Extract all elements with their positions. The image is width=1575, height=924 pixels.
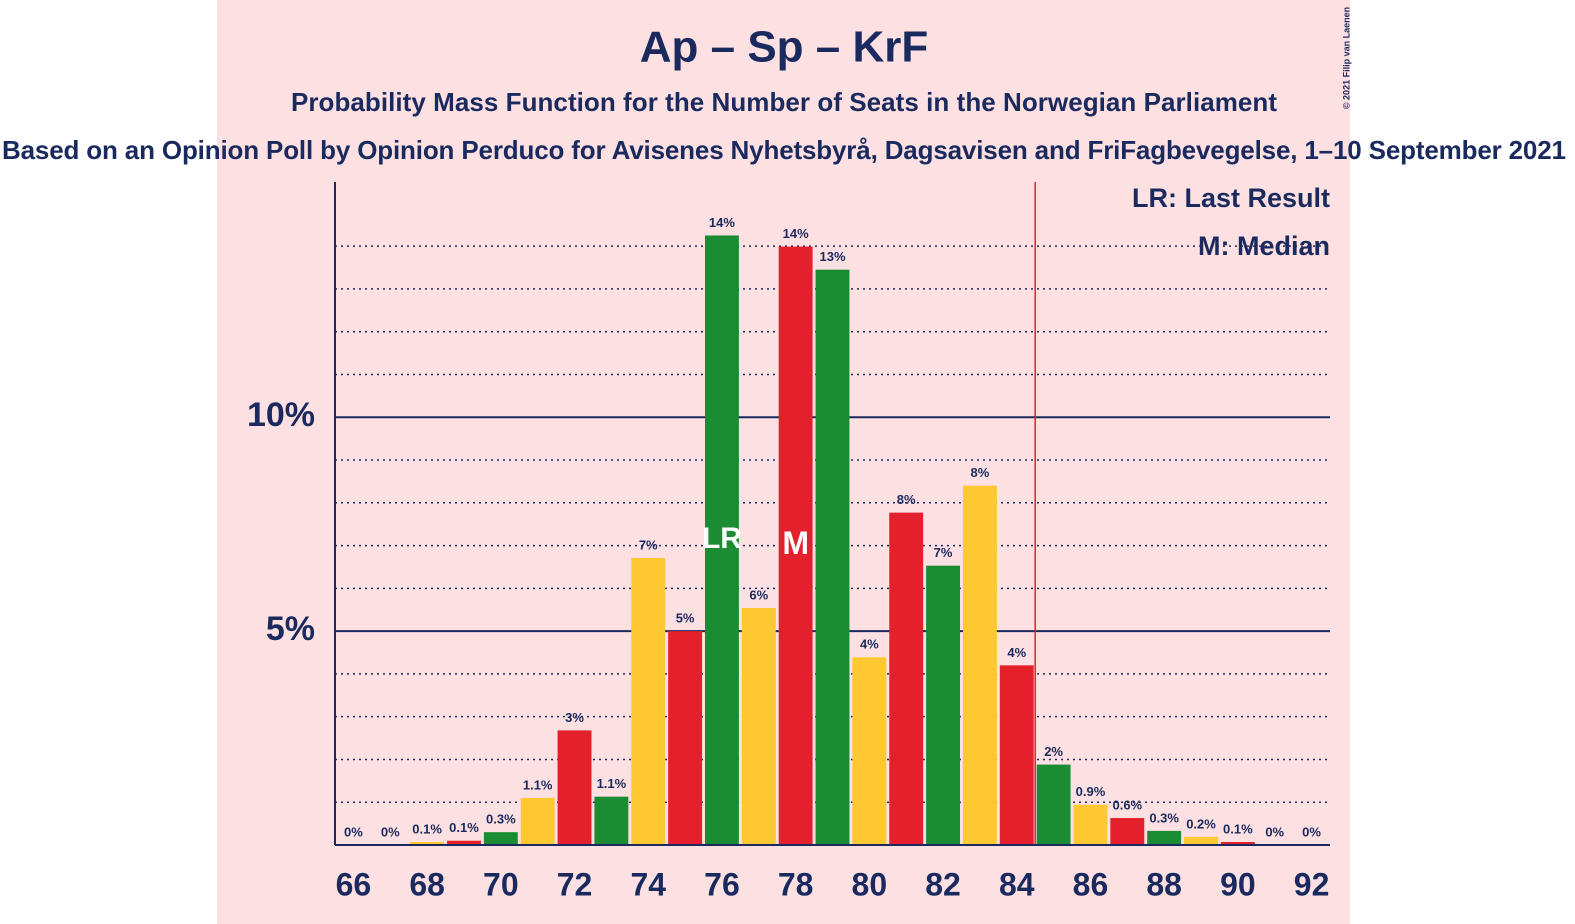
bar — [447, 840, 481, 845]
value-label: 1.1% — [523, 777, 553, 792]
bar-annotation: LR — [702, 522, 742, 555]
value-label: 4% — [1007, 645, 1026, 660]
value-label: 8% — [971, 465, 990, 480]
x-tick-label: 88 — [1146, 866, 1182, 902]
value-label: 13% — [819, 249, 845, 264]
value-label: 6% — [749, 587, 768, 602]
legend-entry: M: Median — [1198, 231, 1330, 261]
x-tick-label: 74 — [630, 866, 666, 902]
bar — [1220, 842, 1255, 845]
bar — [1073, 804, 1108, 845]
x-tick-label: 82 — [925, 866, 961, 902]
x-tick-label: 72 — [557, 866, 593, 902]
value-label: 0.3% — [486, 812, 516, 827]
value-label: 7% — [934, 545, 953, 560]
bar — [1110, 818, 1145, 845]
bar — [410, 842, 445, 845]
value-label: 0.1% — [412, 821, 442, 836]
bar — [483, 832, 518, 845]
bar — [926, 565, 961, 845]
value-label: 4% — [860, 637, 879, 652]
bar — [594, 796, 629, 845]
bar — [704, 235, 739, 845]
y-tick-label: 10% — [247, 396, 315, 434]
x-tick-label: 90 — [1220, 866, 1256, 902]
value-label: 0% — [1302, 824, 1321, 839]
x-tick-label: 70 — [483, 866, 519, 902]
bar — [668, 631, 703, 845]
x-tick-label: 92 — [1294, 866, 1330, 902]
value-label: 0% — [1265, 824, 1284, 839]
legend-entry: LR: Last Result — [1132, 183, 1330, 213]
x-tick-label: 84 — [999, 866, 1035, 902]
chart-title: Ap – Sp – KrF — [640, 23, 929, 72]
value-label: 14% — [709, 215, 735, 230]
value-label: 1.1% — [597, 776, 627, 791]
value-label: 0.1% — [449, 820, 479, 835]
value-label: 0.2% — [1186, 816, 1216, 831]
value-label: 0.3% — [1149, 810, 1179, 825]
chart-subtitle: Probability Mass Function for the Number… — [291, 87, 1277, 117]
bar — [889, 512, 924, 845]
bar — [1184, 836, 1218, 845]
y-tick-label: 5% — [266, 610, 315, 648]
x-tick-label: 80 — [852, 866, 888, 902]
value-label: 7% — [639, 537, 658, 552]
value-label: 0% — [344, 824, 363, 839]
value-label: 5% — [676, 611, 695, 626]
x-tick-label: 66 — [336, 866, 372, 902]
chart-caption: Based on an Opinion Poll by Opinion Perd… — [2, 135, 1566, 165]
bar — [520, 797, 555, 845]
copyright: © 2021 Filip van Laenen — [1341, 7, 1351, 109]
bar — [852, 657, 887, 845]
bar — [557, 730, 592, 845]
bar-annotation: M — [782, 525, 809, 561]
value-label: 0% — [381, 824, 400, 839]
value-label: 14% — [783, 226, 809, 241]
value-label: 8% — [897, 492, 916, 507]
bar — [1147, 830, 1182, 845]
value-label: 3% — [565, 710, 584, 725]
value-label: 0.9% — [1076, 784, 1106, 799]
bar — [815, 269, 850, 845]
bar — [778, 246, 813, 845]
bar — [999, 665, 1034, 845]
x-tick-label: 68 — [409, 866, 445, 902]
value-label: 0.6% — [1112, 797, 1142, 812]
value-label: 2% — [1044, 744, 1063, 759]
value-label: 0.1% — [1223, 821, 1253, 836]
bar — [741, 608, 776, 845]
x-tick-label: 86 — [1073, 866, 1109, 902]
bar — [1036, 764, 1071, 845]
bar — [631, 557, 666, 845]
x-tick-label: 78 — [778, 866, 814, 902]
x-tick-label: 76 — [704, 866, 740, 902]
bar — [962, 485, 997, 845]
